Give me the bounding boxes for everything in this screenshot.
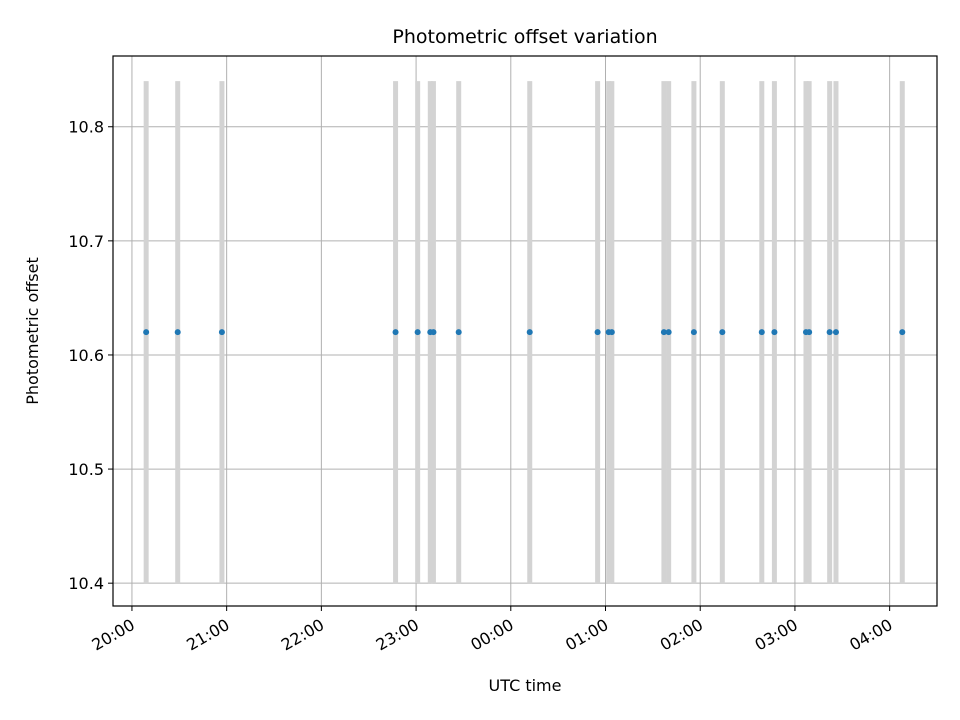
x-tick-label: 03:00 — [751, 615, 800, 655]
error-bars — [143, 81, 905, 584]
x-tick-label: 21:00 — [183, 615, 232, 655]
y-tick-label: 10.7 — [68, 232, 104, 251]
x-tick-label: 02:00 — [657, 615, 706, 655]
x-axis-ticks: 20:00 21:00 22:00 23:00 00:00 01:00 02:00 03:00… — [89, 606, 896, 655]
data-point — [690, 329, 697, 336]
x-tick-label: 04:00 — [846, 615, 895, 655]
data-point — [665, 329, 672, 336]
data-point — [806, 329, 813, 336]
data-points — [143, 329, 906, 336]
plot-frame — [112, 55, 938, 607]
x-tick-label: 00:00 — [467, 615, 516, 655]
data-point — [174, 329, 181, 336]
data-point — [826, 329, 833, 336]
y-tick-label: 10.4 — [68, 574, 104, 593]
chart-title: Photometric offset variation — [392, 26, 657, 48]
data-point — [771, 329, 778, 336]
data-point — [526, 329, 533, 336]
data-point — [608, 329, 615, 336]
data-point — [143, 329, 150, 336]
data-point — [218, 329, 225, 336]
y-tick-label: 10.6 — [68, 346, 104, 365]
y-axis-ticks: 10.4 10.5 10.6 10.7 10.8 — [68, 118, 113, 593]
data-point — [392, 329, 399, 336]
data-point — [455, 329, 462, 336]
data-point — [430, 329, 437, 336]
gridlines — [113, 56, 937, 606]
y-axis-label: Photometric offset — [23, 257, 42, 405]
x-tick-label: 22:00 — [278, 615, 327, 655]
data-point — [594, 329, 601, 336]
x-tick-label: 23:00 — [373, 615, 422, 655]
data-point — [414, 329, 421, 336]
x-tick-label: 20:00 — [89, 615, 138, 655]
data-point — [832, 329, 839, 336]
x-axis-label: UTC time — [489, 676, 562, 695]
data-point — [899, 329, 906, 336]
y-tick-label: 10.8 — [68, 118, 104, 137]
data-point — [758, 329, 765, 336]
data-point — [660, 329, 667, 336]
data-point — [719, 329, 726, 336]
x-tick-label: 01:00 — [562, 615, 611, 655]
y-tick-label: 10.5 — [68, 460, 104, 479]
